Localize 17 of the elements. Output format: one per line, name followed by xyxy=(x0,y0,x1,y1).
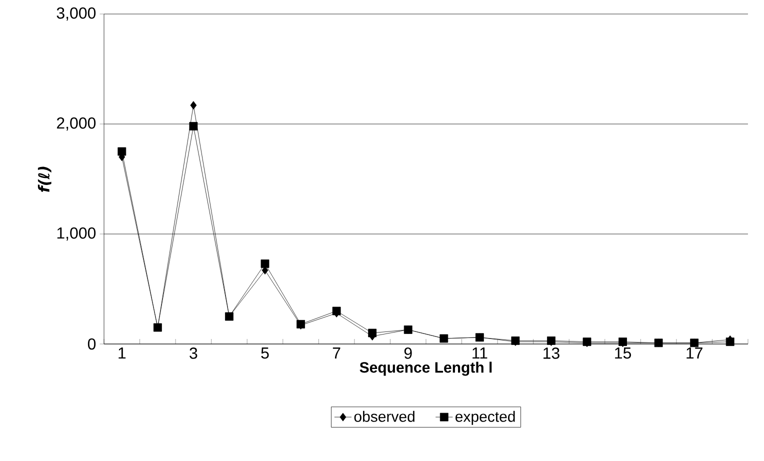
y-tick-label: 2,000 xyxy=(56,117,96,131)
x-tick-label: 15 xyxy=(615,348,631,359)
x-tick-label: 9 xyxy=(404,348,412,359)
x-tick-label: 5 xyxy=(261,348,269,359)
x-tick-label: 3 xyxy=(190,348,198,359)
x-axis-title: Sequence Length l xyxy=(360,362,492,376)
x-tick-label: 1 xyxy=(118,348,126,359)
legend-label: expected xyxy=(456,410,515,425)
legend-label: observed xyxy=(354,410,414,422)
y-tick-label: 1,000 xyxy=(57,227,96,241)
y-tick-label: 0 xyxy=(88,338,96,350)
x-tick-label: 17 xyxy=(686,348,702,359)
y-tick-label: 3,000 xyxy=(56,7,96,21)
x-tick-label: 7 xyxy=(332,348,340,359)
y-axis-title: f(ℓ) xyxy=(38,166,52,192)
x-tick-label: 11 xyxy=(472,348,488,359)
x-tick-label: 13 xyxy=(544,348,560,359)
